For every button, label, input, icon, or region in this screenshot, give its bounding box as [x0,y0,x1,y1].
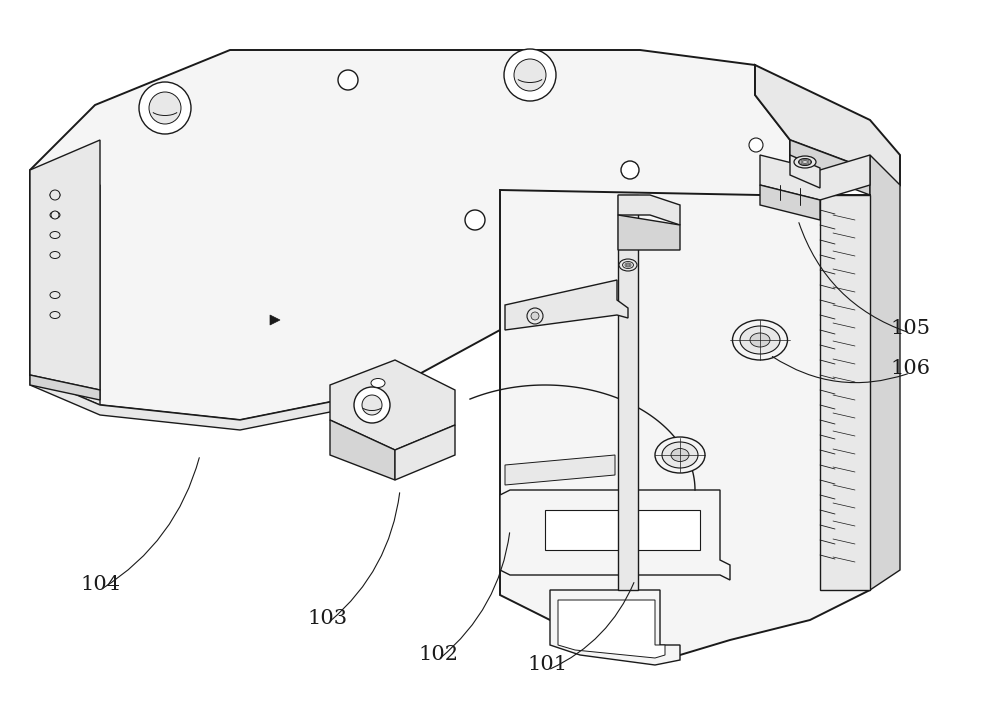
Ellipse shape [50,232,60,238]
Circle shape [139,82,191,134]
Ellipse shape [50,211,60,218]
Text: 103: 103 [308,609,348,628]
Ellipse shape [662,442,698,468]
Circle shape [621,161,639,179]
Polygon shape [755,65,900,185]
Text: 106: 106 [890,358,930,378]
Polygon shape [500,190,870,655]
Polygon shape [760,155,870,200]
Text: 101: 101 [528,656,568,675]
Polygon shape [30,375,390,430]
Ellipse shape [50,191,60,198]
Text: 105: 105 [890,319,930,338]
Circle shape [652,232,668,248]
Ellipse shape [798,159,812,166]
Ellipse shape [50,311,60,319]
Polygon shape [550,590,680,665]
Polygon shape [395,425,455,480]
Polygon shape [618,215,680,250]
Polygon shape [760,185,820,220]
Polygon shape [545,510,700,550]
Circle shape [51,211,59,219]
Ellipse shape [50,292,60,299]
Polygon shape [505,455,615,485]
Ellipse shape [732,320,788,360]
Polygon shape [790,155,820,188]
Circle shape [749,138,763,152]
Circle shape [531,312,539,320]
Circle shape [514,59,546,91]
Polygon shape [790,140,870,195]
Polygon shape [618,195,680,225]
Ellipse shape [671,449,689,461]
Circle shape [465,210,485,230]
Circle shape [50,190,60,200]
Circle shape [527,308,543,324]
Polygon shape [505,280,628,330]
Polygon shape [270,315,280,325]
Circle shape [149,92,181,124]
Ellipse shape [371,378,385,387]
Ellipse shape [622,262,634,269]
Polygon shape [558,600,665,658]
Text: 104: 104 [80,575,120,594]
Ellipse shape [750,333,770,347]
Polygon shape [330,420,395,480]
Circle shape [504,49,556,101]
Circle shape [362,395,382,415]
Polygon shape [500,490,730,580]
Ellipse shape [655,437,705,473]
Polygon shape [30,170,100,405]
Ellipse shape [619,259,637,271]
Polygon shape [330,360,455,450]
Polygon shape [870,155,900,590]
Ellipse shape [740,326,780,354]
Ellipse shape [50,252,60,259]
Polygon shape [820,195,870,590]
Polygon shape [30,140,100,390]
Polygon shape [618,195,638,590]
Circle shape [338,70,358,90]
Text: 102: 102 [418,646,458,665]
Polygon shape [30,50,790,420]
Polygon shape [30,375,100,400]
Polygon shape [755,65,790,140]
Ellipse shape [794,156,816,168]
Circle shape [354,387,390,423]
